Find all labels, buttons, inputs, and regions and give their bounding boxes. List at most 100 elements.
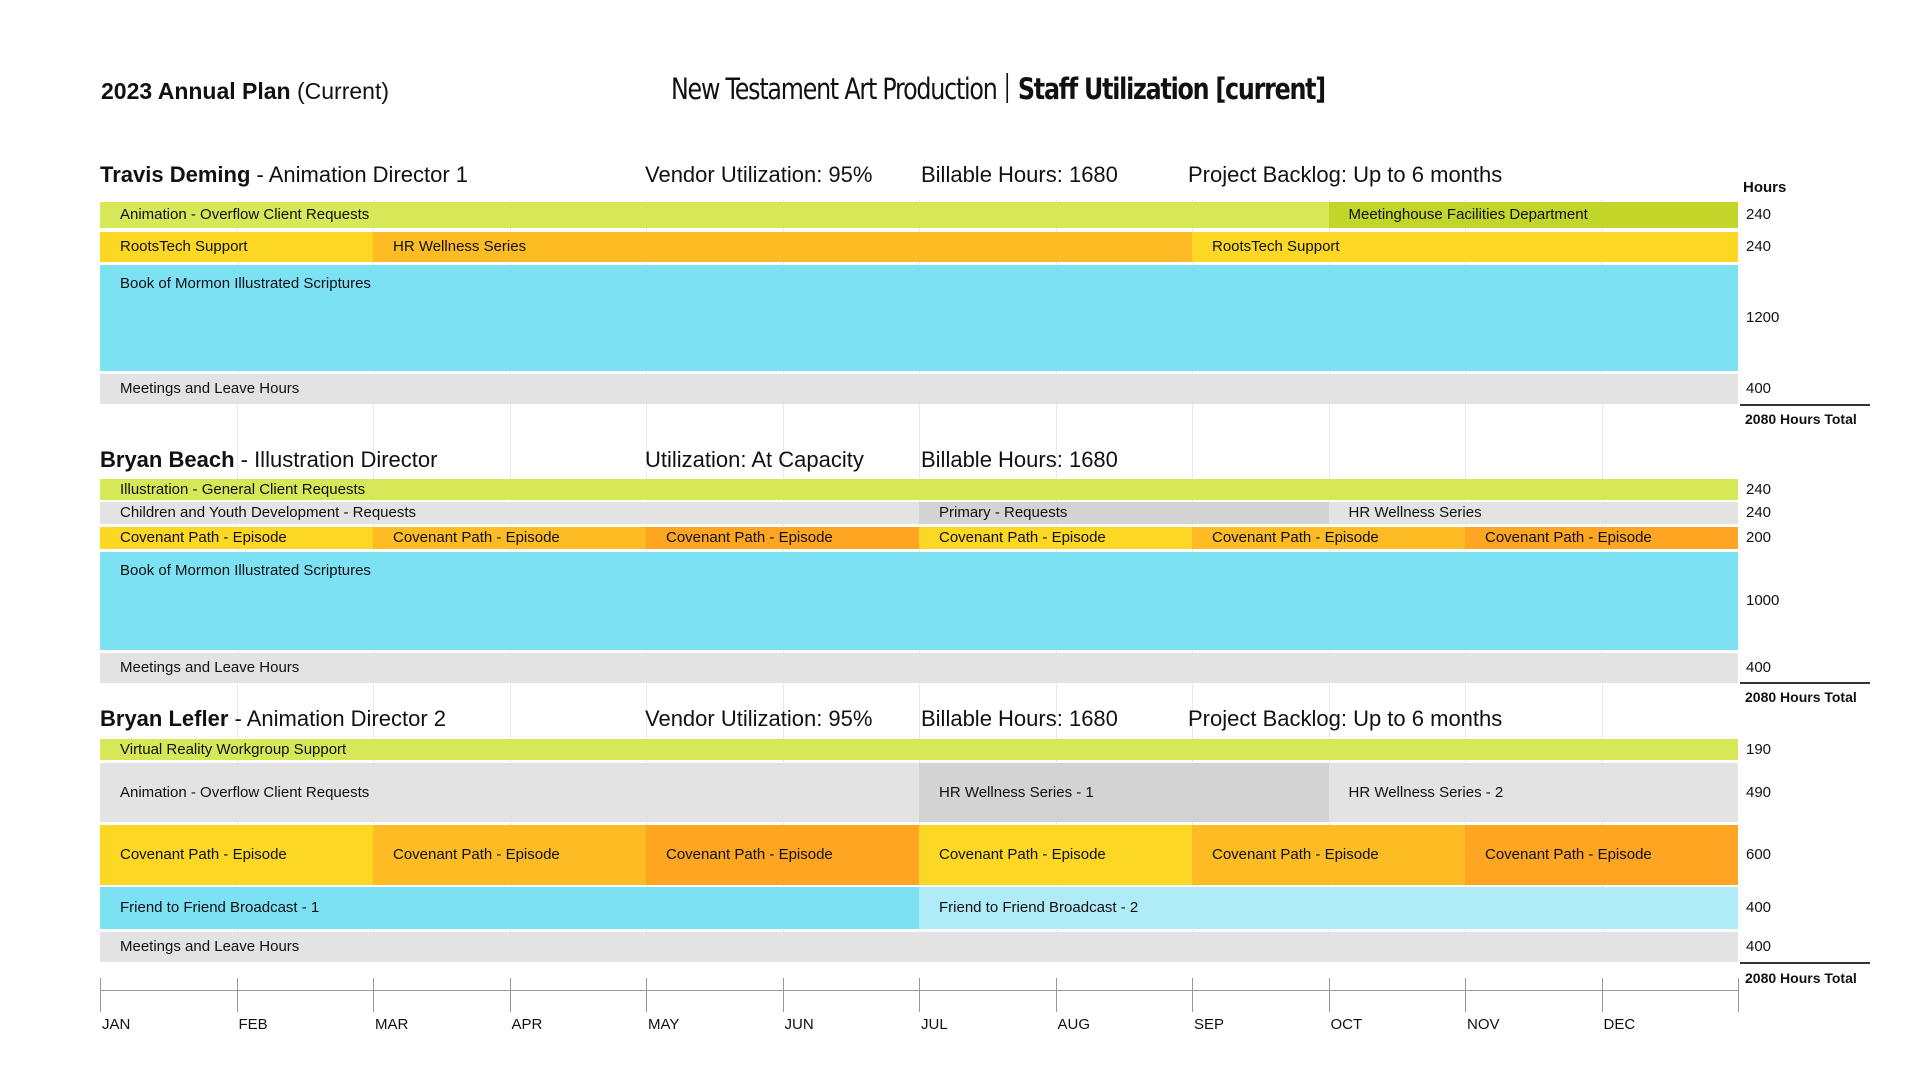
gantt-bar: Covenant Path - Episode <box>100 825 373 885</box>
row-hours: 400 <box>1746 380 1772 397</box>
bar-label: Meetings and Leave Hours <box>120 938 300 955</box>
axis-tick <box>782 978 784 1012</box>
bar-label: Meetinghouse Facilities Department <box>1348 206 1588 223</box>
axis-tick <box>236 978 238 1012</box>
gantt-bar: Covenant Path - Episode <box>919 527 1192 549</box>
bar-label: Virtual Reality Workgroup Support <box>120 740 347 758</box>
axis-tick <box>1055 978 1057 1012</box>
bar-label: Covenant Path - Episode <box>120 529 287 546</box>
person-name: Bryan Beach <box>100 447 235 472</box>
row-hours: 600 <box>1746 846 1772 863</box>
month-label: AUG <box>1057 1016 1091 1033</box>
month-label: SEP <box>1194 1016 1225 1033</box>
gantt-bar: Covenant Path - Episode <box>1465 825 1738 885</box>
bar-label: Covenant Path - Episode <box>939 529 1106 546</box>
person-header: Bryan Beach - Illustration Director <box>100 447 437 473</box>
bar-label: RootsTech Support <box>1212 238 1340 255</box>
gantt-bar: Meetinghouse Facilities Department <box>1328 202 1738 228</box>
hours-total: 2080 Hours Total <box>1745 411 1857 427</box>
bar-label: Animation - Overflow Client Requests <box>120 783 370 801</box>
axis-tick <box>373 978 374 1012</box>
axis-tick <box>509 978 511 1012</box>
person-stat: Vendor Utilization: 95% <box>645 706 873 731</box>
axis-tick <box>1328 978 1330 1012</box>
gantt-bar: RootsTech Support <box>1192 232 1738 262</box>
person-role: - Animation Director 1 <box>250 162 469 187</box>
gantt-bar: Friend to Friend Broadcast - 1 <box>100 887 919 929</box>
bar-label: Covenant Path - Episode <box>1485 846 1652 863</box>
bar-label: Covenant Path - Episode <box>393 846 560 863</box>
month-label: JUL <box>921 1016 948 1033</box>
bar-label: Covenant Path - Episode <box>666 529 833 546</box>
bar-label: Meetings and Leave Hours <box>120 659 300 676</box>
gantt-bar: Meetings and Leave Hours <box>100 653 1738 683</box>
person-stat: Vendor Utilization: 95% <box>645 162 873 187</box>
total-divider <box>1740 962 1870 964</box>
row-hours: 490 <box>1746 783 1772 801</box>
axis-tick <box>1465 978 1466 1012</box>
hours-total: 2080 Hours Total <box>1745 970 1857 986</box>
gantt-bar: Covenant Path - Episode <box>373 527 646 549</box>
gantt-bar: Illustration - General Client Requests <box>100 479 1738 500</box>
gantt-bar: RootsTech Support <box>100 232 373 262</box>
bar-label: Book of Mormon Illustrated Scriptures <box>120 562 371 579</box>
person-stat: Billable Hours: 1680 <box>921 706 1118 731</box>
person-role: - Animation Director 2 <box>228 706 447 731</box>
hours-column-header: Hours <box>1743 179 1787 196</box>
total-divider <box>1740 682 1870 684</box>
bar-label: Covenant Path - Episode <box>1212 529 1379 546</box>
total-divider <box>1740 404 1870 406</box>
gantt-bar: Animation - Overflow Client Requests <box>100 763 919 822</box>
bar-label: Covenant Path - Episode <box>939 846 1106 863</box>
gantt-bar: Meetings and Leave Hours <box>100 932 1738 962</box>
plan-title-bold: 2023 Annual Plan <box>101 78 291 104</box>
month-label: JAN <box>102 1016 131 1033</box>
gantt-bar: Covenant Path - Episode <box>1192 527 1465 549</box>
person-name: Travis Deming <box>100 162 251 187</box>
person-name: Bryan Lefler <box>100 706 229 731</box>
month-label: MAR <box>375 1016 409 1033</box>
bar-label: Animation - Overflow Client Requests <box>120 206 370 223</box>
gantt-bar: Virtual Reality Workgroup Support <box>100 739 1738 760</box>
month-label: JUN <box>784 1016 814 1033</box>
person-stat: Utilization: At Capacity <box>645 447 864 472</box>
month-label: NOV <box>1467 1016 1500 1033</box>
main-title-right: Staff Utilization [current] <box>1017 72 1326 106</box>
month-label: DEC <box>1603 1016 1636 1033</box>
bar-label: Illustration - General Client Requests <box>120 480 366 498</box>
row-hours: 200 <box>1746 529 1772 546</box>
gantt-bar: Book of Mormon Illustrated Scriptures <box>100 265 1738 371</box>
person-stat: Billable Hours: 1680 <box>921 447 1118 472</box>
gantt-bar: Covenant Path - Episode <box>100 527 373 549</box>
gantt-bar: Covenant Path - Episode <box>373 825 646 885</box>
plan-title: 2023 Annual Plan (Current) <box>101 78 389 105</box>
bar-label: Covenant Path - Episode <box>1212 846 1379 863</box>
row-hours: 240 <box>1746 206 1772 223</box>
gantt-bar: Meetings and Leave Hours <box>100 374 1738 404</box>
bar-label: Book of Mormon Illustrated Scriptures <box>120 275 371 292</box>
month-label: OCT <box>1330 1016 1363 1033</box>
gantt-bar: Covenant Path - Episode <box>1192 825 1465 885</box>
bar-label: Children and Youth Development - Request… <box>120 504 417 521</box>
row-hours: 400 <box>1746 938 1772 955</box>
person-stat: Billable Hours: 1680 <box>921 162 1118 187</box>
bar-label: Covenant Path - Episode <box>666 846 833 863</box>
bar-label: Friend to Friend Broadcast - 2 <box>939 899 1139 916</box>
bar-label: Primary - Requests <box>939 504 1068 521</box>
gantt-bar: Friend to Friend Broadcast - 2 <box>919 887 1738 929</box>
gantt-bar: Animation - Overflow Client Requests <box>100 202 1329 228</box>
title-separator <box>1006 73 1009 103</box>
axis-tick <box>1192 978 1193 1012</box>
axis-tick <box>646 978 647 1012</box>
axis-tick <box>1738 978 1739 1012</box>
gantt-bar: Primary - Requests <box>919 502 1329 524</box>
bar-label: Covenant Path - Episode <box>1485 529 1652 546</box>
gantt-bar: Covenant Path - Episode <box>646 825 919 885</box>
bar-label: HR Wellness Series <box>1348 504 1482 521</box>
bar-label: Covenant Path - Episode <box>393 529 560 546</box>
month-label: FEB <box>238 1016 268 1033</box>
gantt-bar: HR Wellness Series <box>373 232 1192 262</box>
axis-tick <box>919 978 920 1012</box>
bar-label: HR Wellness Series - 1 <box>939 783 1094 801</box>
